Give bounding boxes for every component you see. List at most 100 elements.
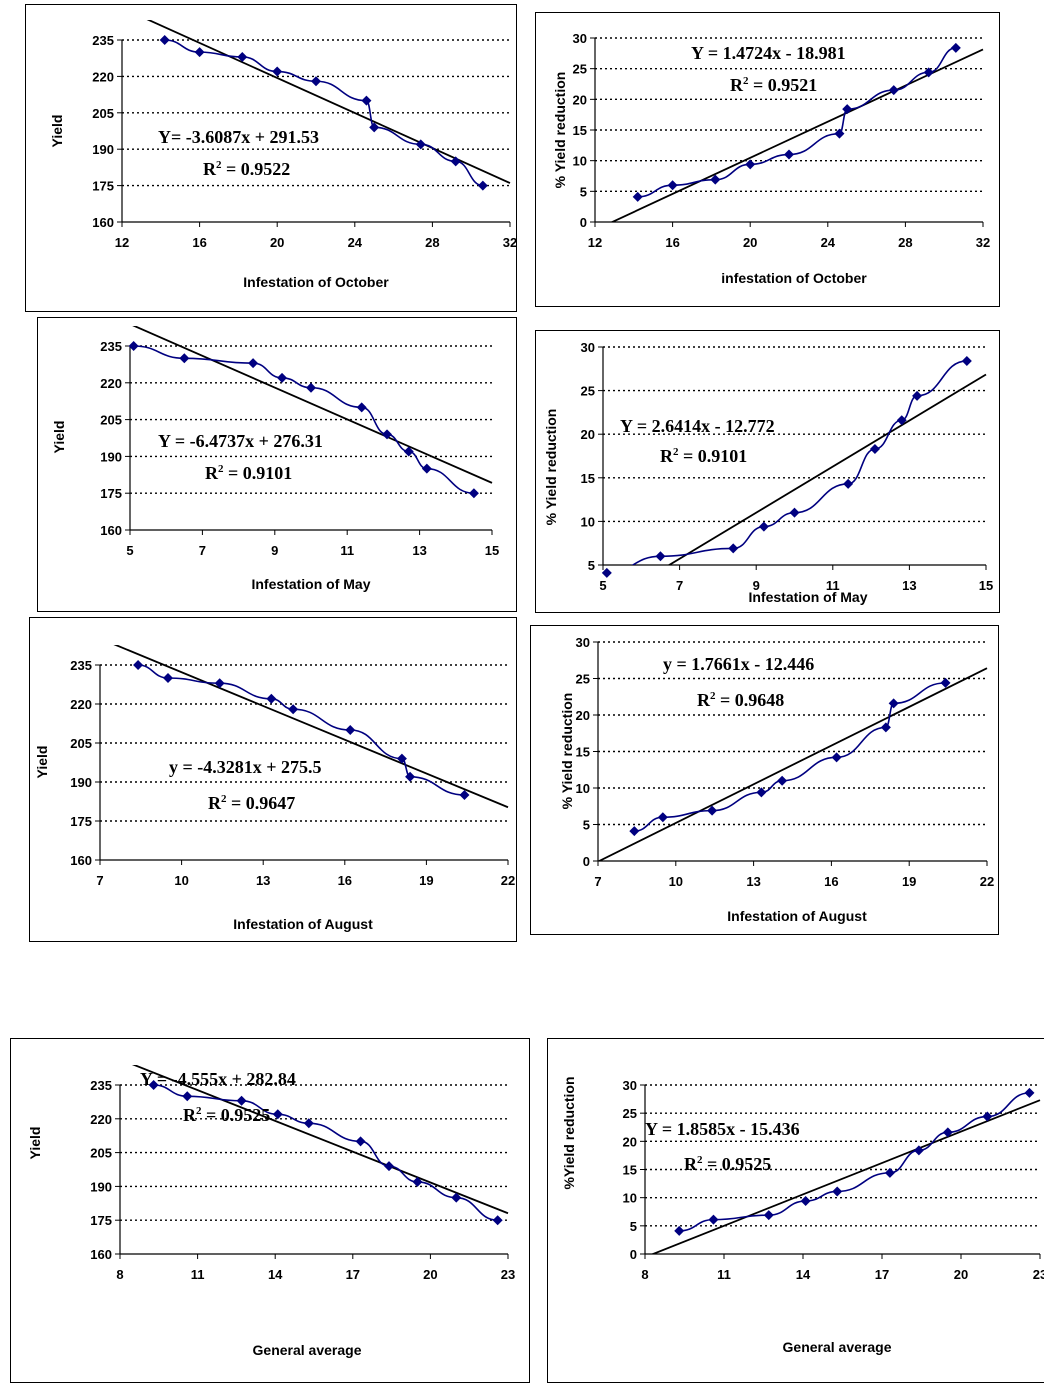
ytick-label: 0 [630, 1247, 637, 1262]
chart-oct-reduction: 0 5 10 15 20 25 30 12 16 20 24 28 32 infestation of O… [552, 31, 990, 286]
ytick-label: 0 [580, 215, 587, 230]
ytick-label: 205 [70, 736, 92, 751]
ytick-label: 10 [623, 1191, 637, 1206]
trend-line [598, 667, 988, 861]
data-point [655, 551, 666, 562]
chart-panel-may-yield [37, 317, 517, 612]
data-point [657, 812, 668, 823]
ytick-label: 25 [623, 1106, 637, 1121]
data-point [888, 85, 899, 96]
ytick-label: 235 [70, 658, 92, 673]
xtick-label: 14 [796, 1267, 811, 1282]
trend-line [650, 1099, 1041, 1254]
data-point [468, 488, 479, 499]
xtick-label: 13 [256, 873, 270, 888]
data-point [913, 1145, 924, 1156]
ytick-label: 10 [576, 781, 590, 796]
data-point [288, 704, 299, 715]
data-point [789, 507, 800, 518]
data-point [888, 698, 899, 709]
ytick-label: 235 [92, 33, 114, 48]
ytick-label: 190 [90, 1179, 112, 1194]
data-point [248, 358, 259, 369]
xtick-label: 20 [954, 1267, 968, 1282]
chart-panel-may-reduction [535, 330, 1000, 613]
r-squared-value: = 0.9101 [679, 446, 748, 466]
ytick-label: 205 [90, 1146, 112, 1161]
data-point [629, 826, 640, 837]
data-point [632, 191, 643, 202]
xtick-label: 11 [340, 543, 354, 558]
data-point [272, 1109, 283, 1120]
xtick-label: 5 [126, 543, 133, 558]
trend-equation: Y= -3.6087x + 291.53 [158, 127, 319, 147]
ytick-label: 5 [580, 184, 587, 199]
ytick-label: 190 [100, 449, 122, 464]
chart-avg-reduction: 0 5 10 15 20 25 30 8 11 14 17 20 23 General average %Y… [561, 1076, 1044, 1355]
xtick-label: 9 [753, 578, 760, 593]
trend-line [610, 48, 984, 222]
data-point [800, 1196, 811, 1207]
data-point [834, 128, 845, 139]
r-squared: R2 = 0.9647 [208, 793, 295, 813]
data-point [163, 673, 173, 683]
data-point [674, 1225, 685, 1236]
xtick-label: 13 [412, 543, 426, 558]
data-point [763, 1210, 774, 1221]
series-line [133, 345, 474, 494]
trend-line [667, 373, 987, 565]
data-point [942, 1127, 953, 1138]
data-point [1024, 1087, 1035, 1098]
x-axis-label: Infestation of October [243, 274, 389, 290]
trend-equation: Y = -6.4737x + 276.31 [158, 431, 323, 451]
xtick-label: 11 [191, 1267, 205, 1282]
ytick-label: 5 [583, 818, 590, 833]
trend-line [146, 20, 511, 184]
ytick-label: 0 [583, 854, 590, 869]
trend-equation: Y = 1.8585x - 15.436 [645, 1119, 800, 1139]
ytick-label: 25 [573, 62, 587, 77]
y-axis-label: Yield [49, 115, 65, 148]
data-point [355, 1136, 366, 1147]
data-point [277, 372, 288, 383]
y-axis-label: Yield [27, 1127, 43, 1160]
data-point [756, 787, 767, 798]
xtick-label: 20 [743, 235, 757, 250]
r-squared-value: = 0.9521 [749, 75, 818, 95]
data-point [710, 174, 721, 185]
y-axis-label: % Yield reduction [559, 693, 575, 810]
data-point [982, 1111, 993, 1122]
ytick-label: 220 [70, 697, 92, 712]
xtick-label: 22 [980, 874, 994, 889]
x-axis-label: Infestation of May [251, 576, 370, 592]
xtick-label: 9 [271, 543, 278, 558]
data-point [832, 1186, 843, 1197]
chart-aug-reduction: 0 5 10 15 20 25 30 7 10 13 16 19 22 Infestation of Au… [559, 635, 994, 924]
chart-panel-avg-yield [10, 1038, 530, 1383]
xtick-label: 32 [976, 235, 990, 250]
x-axis-label: General average [253, 1342, 362, 1358]
xtick-label: 17 [346, 1267, 360, 1282]
r-squared-exponent: 2 [221, 793, 227, 805]
xtick-label: 19 [419, 873, 433, 888]
r-squared: R2 = 0.9525 [183, 1105, 270, 1125]
x-axis-label: infestation of October [721, 270, 867, 286]
r-squared-exponent: 2 [196, 1105, 202, 1117]
ytick-label: 10 [581, 514, 595, 529]
ytick-label: 235 [90, 1078, 112, 1093]
x-axis-label: Infestation of May [748, 589, 867, 605]
series-line [631, 360, 967, 565]
ytick-label: 5 [588, 558, 595, 573]
xtick-label: 15 [485, 543, 499, 558]
r-squared-symbol: R [205, 463, 219, 483]
ytick-label: 15 [623, 1163, 637, 1178]
data-point [311, 76, 321, 87]
xtick-label: 14 [268, 1267, 283, 1282]
xtick-label: 20 [270, 235, 284, 250]
ytick-label: 25 [581, 384, 595, 399]
xtick-label: 16 [338, 873, 352, 888]
ytick-label: 190 [70, 775, 92, 790]
r-squared-value: = 0.9522 [222, 159, 291, 179]
r-squared: R2 = 0.9648 [697, 690, 784, 710]
